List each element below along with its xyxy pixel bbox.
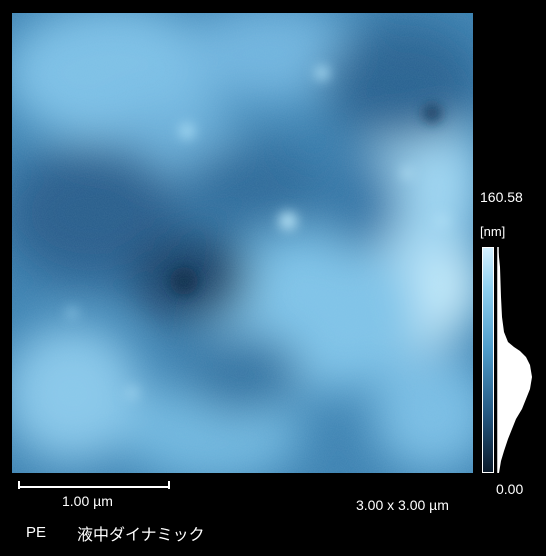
- measurement-mode: 液中ダイナミック: [77, 527, 205, 544]
- sample-name: PE: [26, 524, 47, 541]
- image-size-label: 3.00 x 3.00 µm: [356, 497, 449, 513]
- height-scale-unit: [nm]: [480, 224, 506, 239]
- height-histogram: [496, 247, 534, 473]
- scalebar-left-tick: [18, 481, 20, 489]
- afm-topography-image: [12, 13, 473, 473]
- scalebar-label: 1.00 µm: [62, 493, 113, 509]
- height-colorbar: [482, 247, 494, 473]
- height-scale-max: 160.58: [480, 189, 523, 205]
- scalebar-right-tick: [168, 481, 170, 489]
- scalebar: [18, 486, 170, 488]
- height-scale-min: 0.00: [496, 481, 524, 497]
